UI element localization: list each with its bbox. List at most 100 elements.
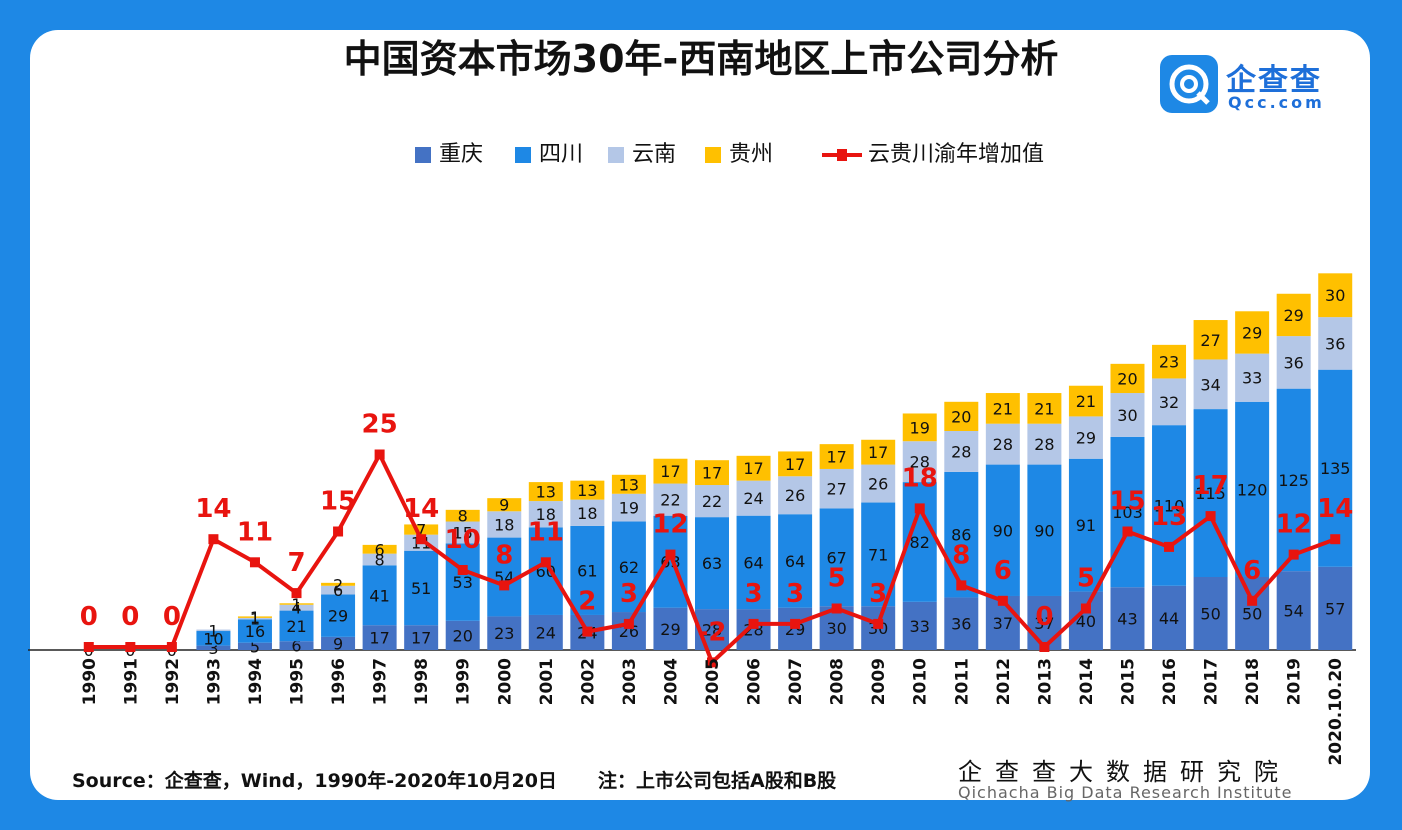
bar-segment [985, 464, 1020, 596]
bar-segment [653, 483, 688, 516]
bar-segment [1318, 566, 1353, 650]
line-point [499, 580, 510, 591]
bar-value-label: 82 [910, 533, 930, 552]
bar-segment [1276, 388, 1311, 572]
line-point [1288, 549, 1299, 560]
bar-segment [861, 464, 896, 503]
bar-segment [736, 455, 771, 481]
bar-value-label: 19 [910, 418, 930, 437]
line-value-label: 25 [362, 410, 398, 440]
bar-segment [362, 625, 397, 650]
bar-segment [487, 616, 522, 650]
bar-segment [1193, 577, 1228, 650]
bar-value-label: 3 [208, 639, 218, 658]
bar-segment [1235, 401, 1270, 577]
bar-value-label: 24 [743, 489, 763, 508]
line-point [665, 549, 676, 560]
x-tick-label: 1991 [121, 658, 141, 705]
bar-segment [611, 474, 646, 494]
x-tick-label: 2001 [537, 658, 557, 705]
bar-value-label: 5 [250, 637, 260, 656]
bar-segment [1152, 344, 1187, 379]
line-value-label: 15 [1109, 487, 1145, 517]
line-point [790, 618, 801, 629]
bar-segment [321, 582, 356, 586]
bar-value-label: 13 [536, 483, 556, 502]
bar-value-label: 7 [416, 521, 426, 540]
legend-label: 重庆 [439, 142, 484, 167]
bar-segment [1318, 369, 1353, 567]
bar-segment [237, 619, 272, 643]
line-value-label: 3 [620, 579, 638, 609]
bar-segment [487, 511, 522, 538]
bar-value-label: 20 [453, 626, 473, 645]
bar-segment [1318, 273, 1353, 318]
bar-value-label: 62 [619, 558, 639, 577]
line-value-label: 11 [528, 517, 564, 547]
bar-value-label: 9 [499, 496, 509, 515]
bar-segment [237, 616, 272, 618]
institute-name-en: Qichacha Big Data Research Institute [958, 783, 1293, 802]
bar-value-label: 37 [1034, 614, 1054, 633]
bar-segment [1152, 585, 1187, 650]
bar-segment [321, 594, 356, 637]
bar-value-label: 1 [208, 621, 218, 640]
x-tick-label: 2009 [869, 658, 889, 705]
line-point [1247, 595, 1258, 606]
bar-value-label: 28 [910, 453, 930, 472]
bar-value-label: 6 [375, 540, 385, 559]
line-value-label: 0 [163, 602, 181, 632]
line-value-label: 0 [80, 602, 98, 632]
line-value-label: 8 [495, 540, 513, 570]
x-tick-label: 2012 [994, 658, 1014, 705]
bar-segment [1152, 378, 1187, 426]
x-tick-label: 2008 [828, 658, 848, 705]
bar-value-label: 17 [369, 629, 389, 648]
bar-segment [1110, 436, 1145, 588]
x-tick-label: 2011 [952, 658, 972, 705]
bar-segment [528, 501, 563, 528]
bar-value-label: 26 [868, 475, 888, 494]
bar-segment [237, 642, 272, 650]
bar-value-label: 41 [369, 586, 389, 605]
bar-value-label: 37 [993, 614, 1013, 633]
line-value-label: 11 [237, 517, 273, 547]
bar-segment [570, 480, 605, 500]
bar-value-label: 33 [910, 617, 930, 636]
bar-segment [1235, 311, 1270, 354]
bar-value-label: 103 [1112, 503, 1143, 522]
bar-value-label: 54 [1283, 602, 1303, 621]
line-value-label: 8 [952, 540, 970, 570]
line-point [1330, 534, 1341, 545]
x-tick-label: 2005 [703, 658, 723, 705]
bar-segment [736, 515, 771, 610]
bar-value-label: 135 [1320, 459, 1351, 478]
bar-value-label: 50 [1200, 605, 1220, 624]
x-tick-label: 2010 [911, 658, 931, 705]
x-tick-label: 2018 [1243, 658, 1263, 705]
bar-segment [944, 431, 979, 472]
bar-value-label: 21 [1034, 399, 1054, 418]
bar-segment [279, 641, 314, 650]
line-point [1205, 511, 1216, 522]
bar-segment [778, 451, 813, 477]
bar-value-label: 86 [951, 526, 971, 545]
bar-value-label: 2 [333, 575, 343, 594]
x-tick-label: 2020.10.20 [1326, 658, 1346, 766]
bar-segment [653, 607, 688, 650]
bar-segment [1276, 571, 1311, 650]
x-tick-label: 2007 [786, 658, 806, 705]
bar-value-label: 6 [333, 581, 343, 600]
bar-segment [1276, 293, 1311, 337]
bar-segment [196, 645, 231, 650]
line-value-label: 3 [869, 579, 887, 609]
bar-segment [695, 460, 729, 486]
bar-segment [321, 636, 356, 650]
bar-value-label: 50 [1242, 605, 1262, 624]
x-tick-label: 1995 [288, 658, 308, 705]
bar-segment [362, 544, 397, 554]
line-value-label: 10 [445, 525, 481, 555]
bar-value-label: 91 [1076, 516, 1096, 535]
bar-value-label: 23 [1159, 353, 1179, 372]
bar-value-label: 18 [494, 515, 514, 534]
